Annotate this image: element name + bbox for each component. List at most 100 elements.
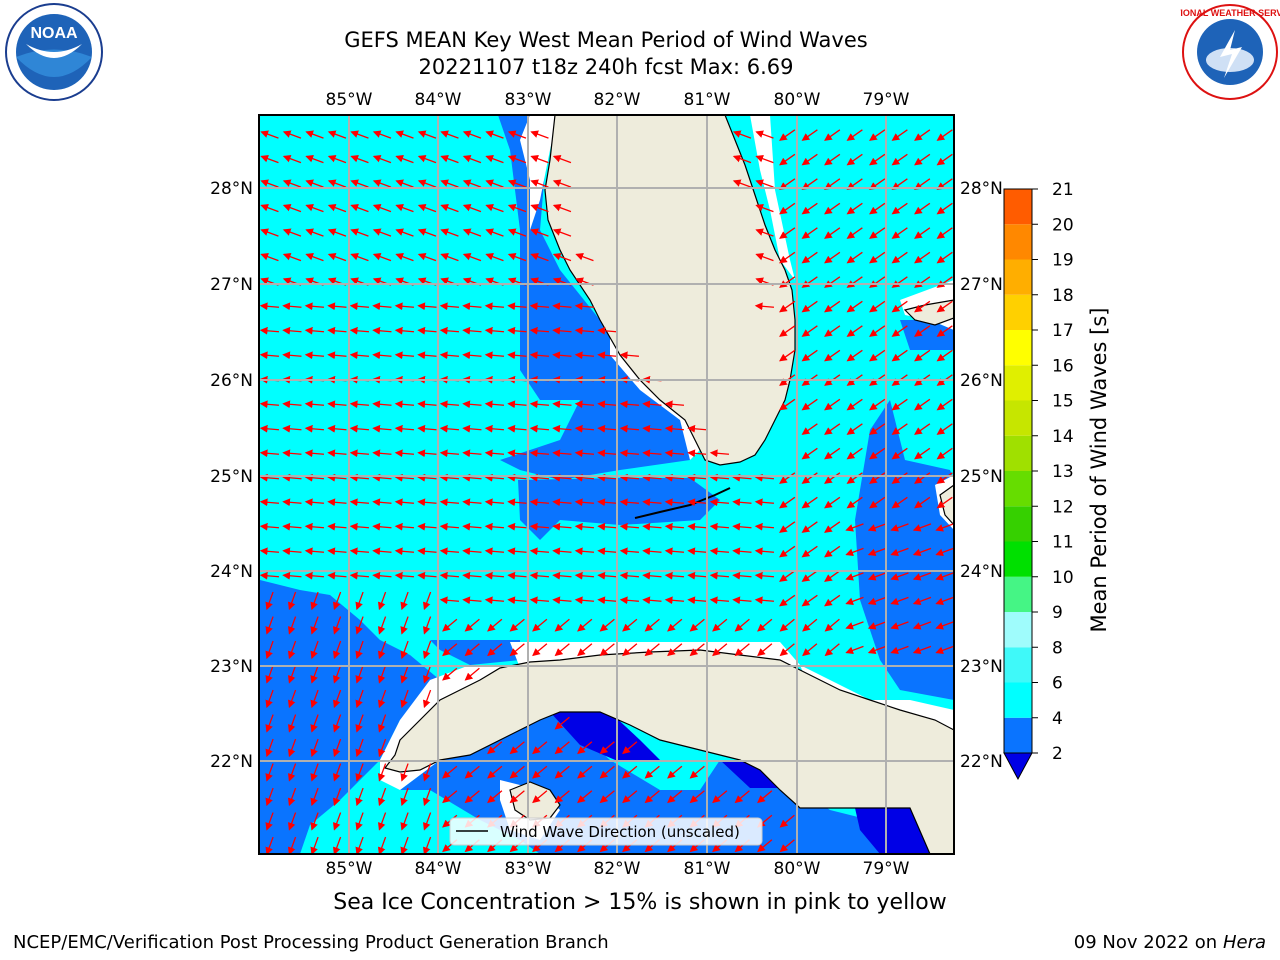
wind-wave-arrow xyxy=(935,523,954,532)
wind-wave-arrow xyxy=(485,179,504,188)
wind-wave-arrow xyxy=(732,547,752,556)
wind-wave-arrow xyxy=(779,545,796,558)
wind-wave-arrow xyxy=(779,153,796,166)
wind-wave-arrow xyxy=(287,714,297,733)
wind-wave-arrow xyxy=(846,349,863,362)
wind-wave-arrow xyxy=(801,545,818,558)
wind-wave-arrow xyxy=(732,498,752,507)
wind-wave-arrow xyxy=(687,571,707,580)
wind-wave-arrow xyxy=(507,351,527,360)
wind-wave-arrow xyxy=(394,424,415,433)
wind-wave-arrow xyxy=(282,179,302,188)
wind-wave-arrow xyxy=(417,228,437,237)
wind-wave-arrow xyxy=(529,547,550,556)
wind-wave-arrow xyxy=(422,591,432,611)
wind-wave-arrow xyxy=(422,665,432,684)
map-title: GEFS MEAN Key West Mean Period of Wind W… xyxy=(344,28,868,52)
wind-wave-arrow xyxy=(532,618,548,632)
wind-wave-arrow xyxy=(755,154,774,164)
wind-wave-arrow xyxy=(734,618,750,632)
lat-tick-labels-left: 28°N 27°N 26°N 25°N 24°N 23°N 22°N xyxy=(210,179,253,772)
footer-date: 09 Nov 2022 on Hera xyxy=(1074,932,1266,953)
colorbar-tick-label: 11 xyxy=(1052,533,1074,553)
lon-tick-label: 81°W xyxy=(684,90,731,110)
wind-wave-arrow xyxy=(442,643,458,657)
colorbar-tick-label: 9 xyxy=(1052,603,1063,623)
wind-wave-arrow xyxy=(801,398,818,411)
wind-wave-arrow xyxy=(664,400,685,409)
wind-wave-arrow xyxy=(394,302,415,311)
wind-wave-arrow xyxy=(439,302,460,311)
colorbar-tick-label: 17 xyxy=(1052,321,1074,341)
wind-wave-arrow xyxy=(824,251,841,264)
wind-wave-arrow xyxy=(394,400,415,409)
wind-wave-arrow xyxy=(417,326,437,335)
wind-wave-arrow xyxy=(349,302,370,311)
wind-wave-arrow xyxy=(824,594,841,607)
wind-wave-arrow xyxy=(349,571,370,580)
colorbar-tick-label: 15 xyxy=(1052,392,1074,412)
lon-tick-label: 85°W xyxy=(326,859,373,879)
wind-wave-arrow xyxy=(936,251,953,264)
wind-wave-arrow xyxy=(440,203,459,213)
footer-date-text: 09 Nov 2022 on xyxy=(1073,932,1218,953)
wind-wave-arrow xyxy=(439,351,460,360)
wind-wave-arrow xyxy=(439,571,460,580)
wind-wave-arrow xyxy=(507,473,527,482)
wind-wave-arrow xyxy=(642,424,662,433)
lon-tick-label: 79°W xyxy=(863,859,910,879)
wind-wave-arrow xyxy=(422,812,432,831)
wind-wave-arrow xyxy=(349,424,370,433)
wind-wave-arrow xyxy=(350,252,369,262)
wind-wave-arrow xyxy=(422,836,432,854)
wind-wave-arrow xyxy=(529,351,550,360)
wind-wave-arrow xyxy=(310,787,319,807)
wind-wave-arrow xyxy=(395,203,414,213)
wind-wave-arrow xyxy=(287,640,297,660)
wind-wave-arrow xyxy=(327,130,347,139)
wind-wave-arrow xyxy=(355,591,364,611)
colorbar-tick-label: 4 xyxy=(1052,709,1063,729)
wind-wave-arrow xyxy=(282,351,302,360)
wind-wave-arrow xyxy=(417,252,437,262)
wind-wave-arrow xyxy=(332,787,342,807)
wind-wave-arrow xyxy=(664,473,685,482)
wind-wave-arrow xyxy=(350,179,369,188)
wind-wave-arrow xyxy=(372,228,392,237)
wind-wave-arrow xyxy=(846,423,863,435)
wind-wave-arrow xyxy=(936,398,953,411)
wind-wave-arrow xyxy=(440,154,459,164)
wind-wave-arrow xyxy=(282,154,302,164)
wind-wave-arrow xyxy=(327,351,347,360)
wind-wave-arrow xyxy=(667,790,683,804)
wind-wave-arrow xyxy=(869,251,886,264)
lon-tick-label: 79°W xyxy=(863,90,910,110)
wind-wave-arrow xyxy=(846,153,863,166)
wind-wave-arrow xyxy=(287,665,297,684)
wind-wave-arrow xyxy=(664,547,685,556)
wind-wave-arrow xyxy=(801,202,818,215)
wind-wave-arrow xyxy=(507,522,527,531)
wind-wave-arrow xyxy=(462,571,482,580)
wind-wave-arrow xyxy=(597,326,617,335)
wind-wave-arrow xyxy=(509,618,525,632)
wind-wave-arrow xyxy=(265,714,274,733)
wind-wave-arrow xyxy=(332,591,342,611)
wind-wave-arrow xyxy=(912,547,932,557)
wind-wave-arrow xyxy=(507,449,527,458)
wind-wave-arrow xyxy=(779,496,796,509)
wind-wave-arrow xyxy=(327,498,347,507)
wind-wave-arrow xyxy=(597,400,617,409)
lon-tick-label: 82°W xyxy=(594,90,641,110)
wind-wave-arrow xyxy=(552,522,572,531)
wind-wave-arrow xyxy=(802,618,818,632)
wind-wave-arrow xyxy=(801,349,818,362)
wind-wave-arrow xyxy=(260,130,279,139)
wind-wave-arrow xyxy=(732,179,752,188)
wind-wave-arrow xyxy=(440,130,459,139)
wind-wave-arrow xyxy=(350,154,369,164)
wind-wave-arrow xyxy=(891,276,908,288)
wind-wave-arrow xyxy=(304,498,325,507)
lon-tick-label: 84°W xyxy=(415,90,462,110)
wind-wave-arrow xyxy=(327,449,347,458)
